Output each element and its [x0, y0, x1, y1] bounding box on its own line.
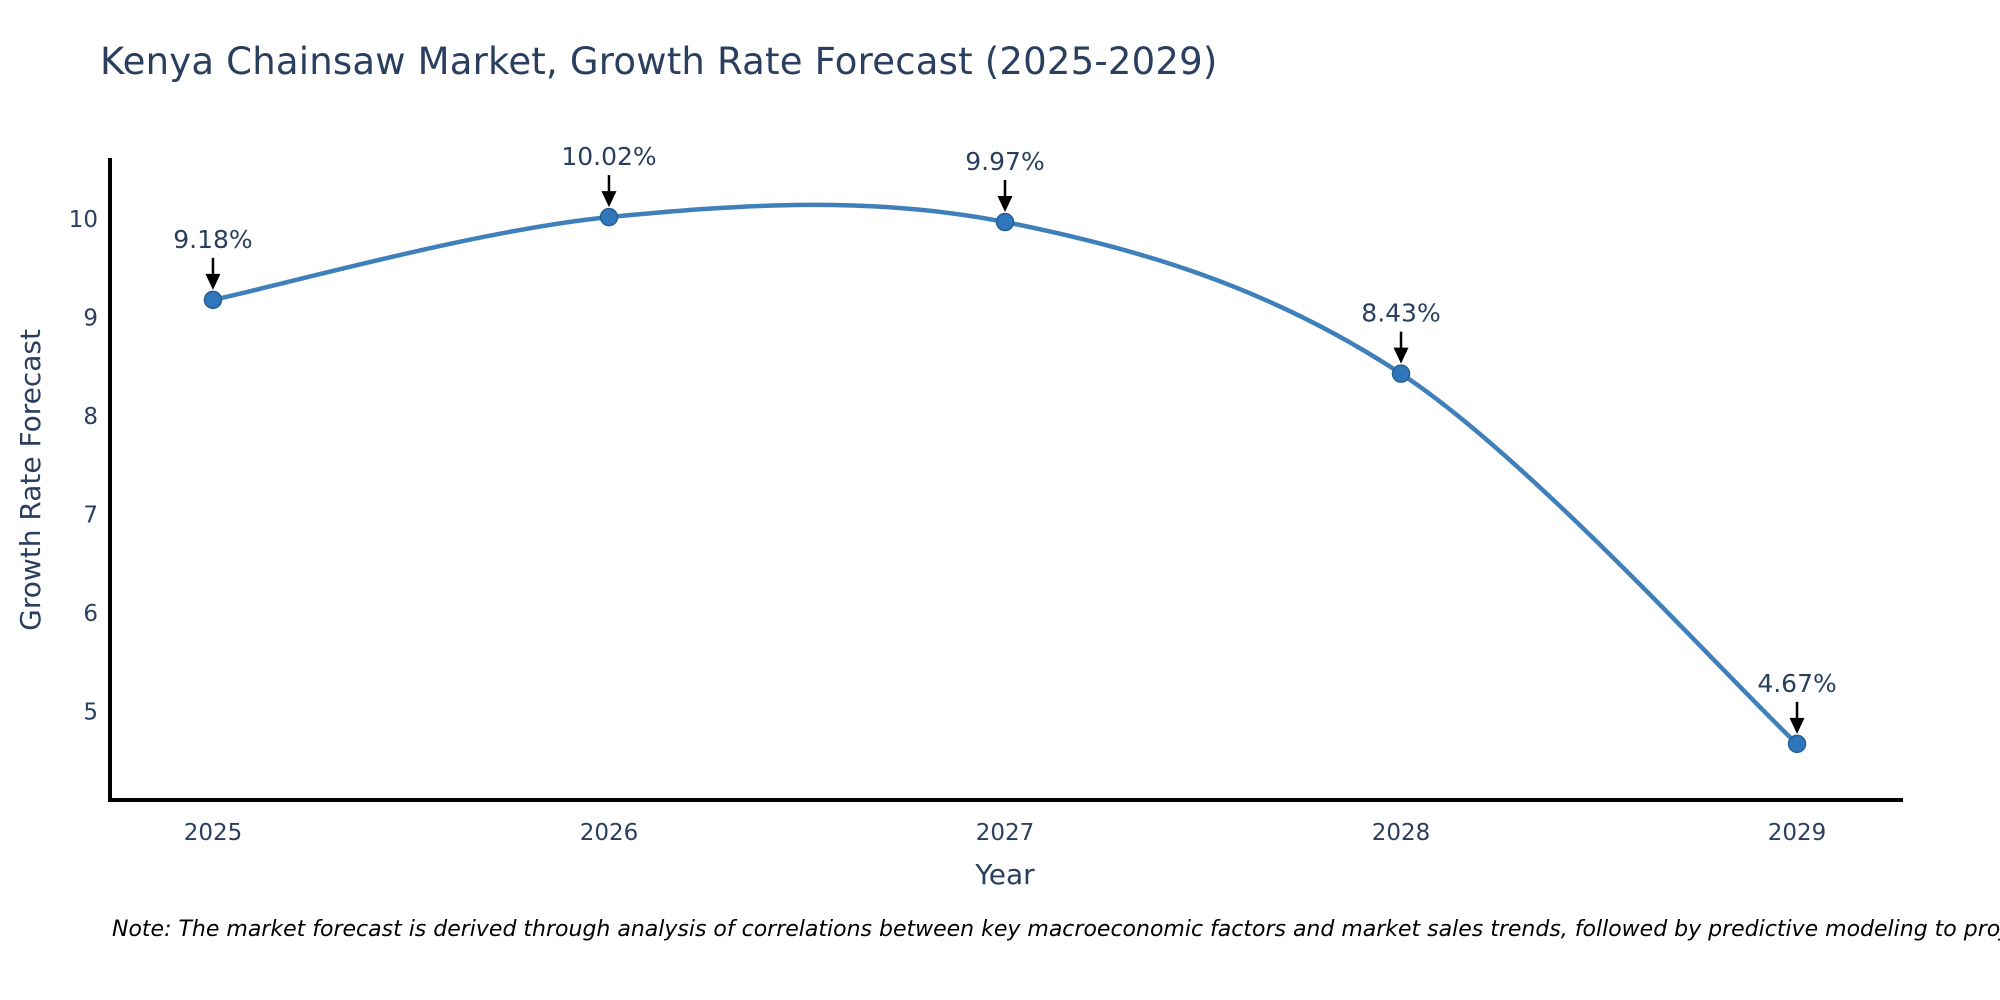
data-point-2026 — [599, 207, 619, 227]
annotation-label: 8.43% — [1361, 299, 1440, 328]
y-tick-label: 7 — [83, 502, 98, 528]
y-tick-label: 10 — [69, 207, 98, 233]
chart-title: Kenya Chainsaw Market, Growth Rate Forec… — [100, 40, 1218, 83]
data-point-2027 — [995, 212, 1015, 232]
x-axis-title: Year — [975, 858, 1035, 891]
annotation-arrowhead — [997, 196, 1013, 213]
annotation-arrowhead — [601, 191, 617, 208]
annotation-label: 10.02% — [561, 142, 656, 171]
x-tick-label: 2028 — [1372, 820, 1431, 846]
x-tick-label: 2029 — [1768, 820, 1827, 846]
forecast-line — [210, 202, 1800, 747]
y-axis-title: Growth Rate Forecast — [4, 160, 56, 800]
data-point-2029 — [1787, 734, 1807, 754]
annotation-arrowhead — [1393, 347, 1409, 364]
annotation-label: 4.67% — [1757, 669, 1836, 698]
annotation-label: 9.18% — [173, 225, 252, 254]
y-tick-label: 9 — [83, 306, 98, 332]
annotation-arrowhead — [1789, 717, 1805, 734]
data-point-2025 — [203, 290, 223, 310]
y-tick-label: 5 — [83, 699, 98, 725]
x-tick-label: 2027 — [976, 820, 1035, 846]
x-tick-label: 2026 — [580, 820, 639, 846]
data-point-2028 — [1391, 364, 1411, 383]
y-tick-label: 8 — [83, 404, 98, 430]
footnote: Note: The market forecast is derived thr… — [112, 917, 2000, 942]
annotation-arrowhead — [205, 273, 221, 290]
y-axis-title-text: Growth Rate Forecast — [13, 329, 47, 631]
x-tick-label: 2025 — [184, 820, 243, 846]
y-tick-label: 6 — [83, 601, 98, 627]
annotation-label: 9.97% — [965, 147, 1044, 176]
